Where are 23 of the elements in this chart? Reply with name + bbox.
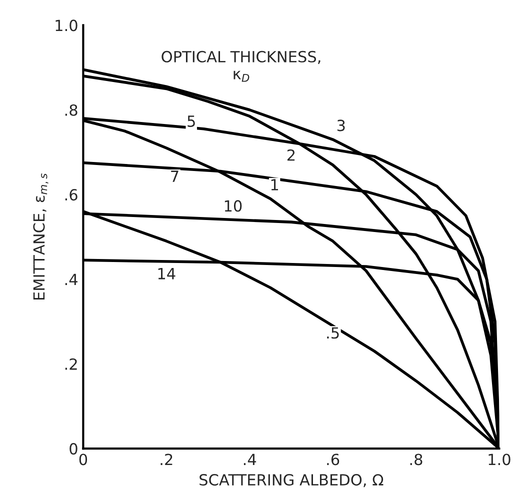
annotation: 7: [171, 170, 178, 182]
annotation: 10: [224, 200, 242, 212]
x-tick-label: .8: [410, 454, 422, 466]
annotation: 3: [337, 120, 345, 132]
annotation: 5: [188, 116, 195, 128]
x-tick-label: 0: [79, 454, 88, 466]
x-tick-label: 1.0: [488, 454, 510, 466]
x-tick-label: .4: [244, 454, 256, 466]
annotation: 2: [287, 149, 295, 161]
y-tick-label: 0: [70, 443, 78, 455]
annotation: .5: [327, 327, 339, 339]
y-tick-label: .6: [65, 189, 78, 201]
y-tick-label: 1.0: [56, 20, 78, 32]
y-axis-title: EMITTANCE, ε$_{m,s}$: [33, 173, 48, 300]
annotation: 1: [271, 179, 278, 190]
x-axis-title: SCATTERING ALBEDO, Ω: [200, 474, 384, 488]
x-tick-label: .6: [327, 454, 340, 466]
x-tick-label: .2: [160, 454, 172, 466]
y-tick-label: .2: [65, 358, 77, 370]
annotation: OPTICAL THICKNESS, κ$_{D}$: [162, 50, 320, 82]
y-tick-label: .8: [65, 104, 78, 116]
annotation: 14: [158, 268, 176, 280]
y-tick-label: .4: [65, 274, 78, 286]
